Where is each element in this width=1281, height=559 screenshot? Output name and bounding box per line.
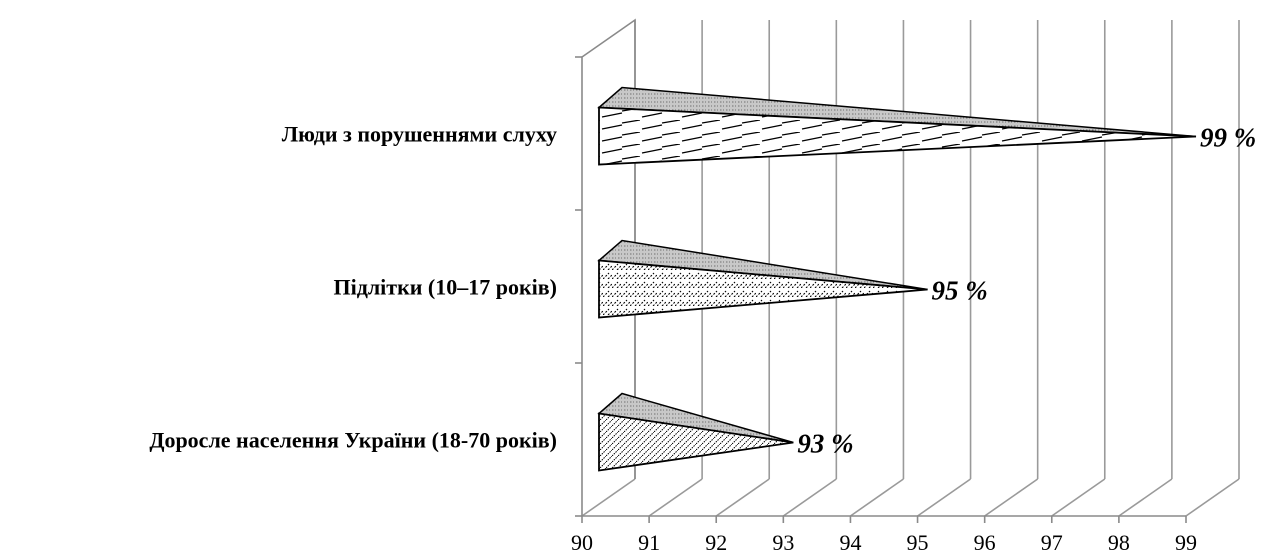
x-tick-label: 93 [772,530,794,555]
x-tick-label: 96 [974,530,996,555]
floor-line-96 [984,478,1039,517]
x-tick-label: 90 [571,530,593,555]
gridlines [581,20,1240,517]
floor-line-98 [1118,478,1173,517]
labels: 90 91 92 93 94 95 96 97 98 99 Доросле населення Ук… [149,122,1256,556]
x-tick-label: 98 [1108,530,1130,555]
data-label: 93 % [797,429,853,459]
cone-bar [598,106,1197,166]
x-tick-label: 99 [1175,530,1197,555]
data-label: 95 % [932,276,988,306]
cone-bar [598,412,794,472]
floor-line-90 [581,478,636,517]
floor-line-92 [715,478,770,517]
data-label: 99 % [1200,123,1256,153]
x-tick-label: 94 [839,530,861,555]
floor-line-93 [782,478,837,517]
cones [597,86,1197,472]
floor-line-95 [917,478,972,517]
x-tick-label: 91 [638,530,660,555]
cone-bar [598,259,928,319]
floor-line-97 [1051,478,1106,517]
floor-line-94 [849,478,904,517]
x-tick-label: 95 [907,530,929,555]
floor-line-91 [648,478,703,517]
x-tick-label: 92 [705,530,727,555]
category-label: Доросле населення України (18-70 років) [149,428,557,453]
x-tick-label: 97 [1041,530,1063,555]
category-label: Люди з порушеннями слуху [282,122,557,147]
category-label: Підлітки (10–17 років) [333,275,557,300]
floor-line-99 [1185,478,1240,517]
